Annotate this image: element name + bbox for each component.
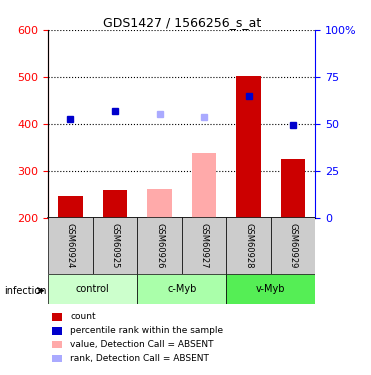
Text: rank, Detection Call = ABSENT: rank, Detection Call = ABSENT	[70, 354, 209, 363]
Text: GSM60929: GSM60929	[289, 223, 298, 268]
Text: control: control	[76, 284, 109, 294]
Text: GSM60927: GSM60927	[200, 223, 209, 268]
Text: GSM60925: GSM60925	[111, 223, 119, 268]
Bar	[48, 274, 137, 304]
Text: percentile rank within the sample: percentile rank within the sample	[70, 326, 224, 335]
Bar	[137, 217, 182, 274]
Title: GDS1427 / 1566256_s_at: GDS1427 / 1566256_s_at	[103, 16, 261, 29]
Bar	[93, 217, 137, 274]
Bar	[48, 217, 93, 274]
Bar	[226, 274, 315, 304]
Bar	[192, 153, 216, 218]
Bar	[236, 76, 261, 218]
Bar	[226, 217, 271, 274]
Text: infection: infection	[4, 286, 46, 296]
Bar	[182, 217, 226, 274]
Bar	[147, 189, 172, 217]
Text: GSM60928: GSM60928	[244, 223, 253, 268]
Bar	[281, 159, 305, 218]
Text: GSM60926: GSM60926	[155, 223, 164, 268]
Text: c-Myb: c-Myb	[167, 284, 197, 294]
Text: count: count	[70, 312, 96, 321]
Text: v-Myb: v-Myb	[256, 284, 286, 294]
Bar	[137, 274, 226, 304]
Bar	[103, 190, 127, 217]
Bar	[58, 196, 83, 217]
Bar	[271, 217, 315, 274]
Text: value, Detection Call = ABSENT: value, Detection Call = ABSENT	[70, 340, 214, 349]
Text: GSM60924: GSM60924	[66, 223, 75, 268]
